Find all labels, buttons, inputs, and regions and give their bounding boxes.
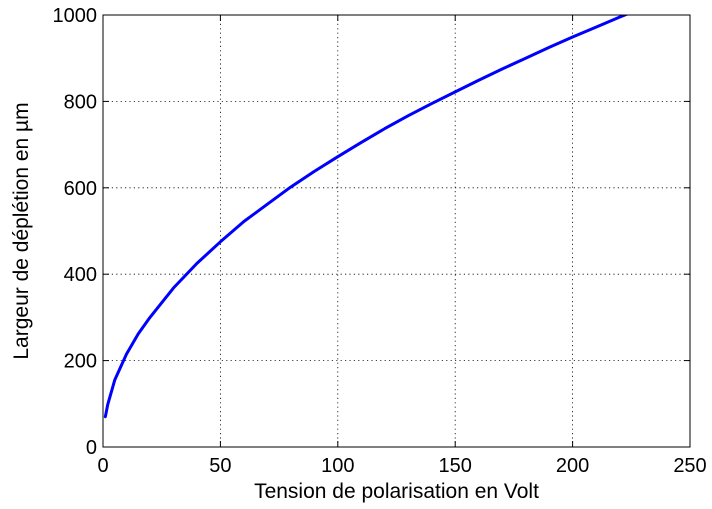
y-tick-label: 800 [64, 91, 97, 113]
y-tick-label: 1000 [53, 5, 98, 27]
x-tick-label: 250 [673, 455, 706, 477]
series-line [103, 15, 629, 419]
y-axis-label: Largeur de déplétion en µm [10, 102, 33, 359]
y-tick-label: 600 [64, 178, 97, 200]
x-tick-label: 150 [439, 455, 472, 477]
x-tick-label: 200 [556, 455, 589, 477]
y-tick-label: 400 [64, 264, 97, 286]
grid [103, 15, 690, 447]
x-tick-label: 0 [97, 455, 108, 477]
series-group [103, 15, 629, 419]
plot-frame [102, 14, 691, 448]
x-tick-label: 50 [209, 455, 231, 477]
x-axis-label: Tension de polarisation en Volt [254, 480, 539, 503]
y-tick-label: 0 [86, 437, 97, 459]
x-tick-label: 100 [321, 455, 354, 477]
y-tick-label: 200 [64, 351, 97, 373]
ticks: 0 50 100 150 200 250 0 200 400 600 800 1000 [53, 5, 707, 477]
